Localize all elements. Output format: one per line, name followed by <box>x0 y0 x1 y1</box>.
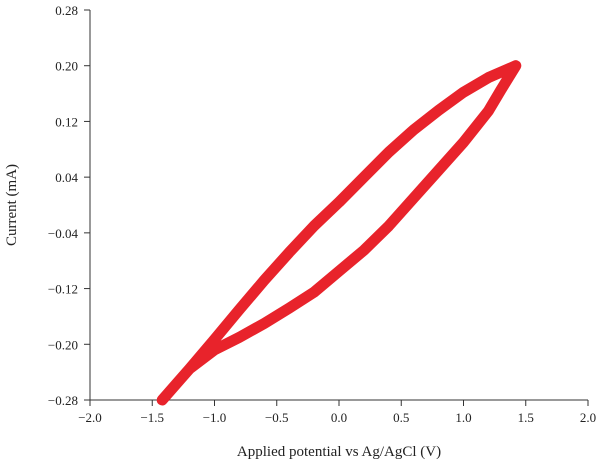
y-tick-label: −0.20 <box>48 337 78 352</box>
y-tick-label: 0.28 <box>55 3 78 18</box>
axes <box>84 9 589 406</box>
x-tick-label: −1.0 <box>203 410 227 425</box>
x-tick-label: −2.0 <box>78 410 102 425</box>
tick-labels: −2.0 −1.5 −1.0 −0.5 0.0 0.5 1.0 1.5 2.0 0.28 0.20 0… <box>48 3 596 425</box>
plot-area <box>156 60 522 406</box>
y-tick-label: 0.20 <box>55 59 78 74</box>
y-tick-label: −0.28 <box>48 393 78 408</box>
y-tick-label: 0.04 <box>55 170 78 185</box>
x-tick-label: 2.0 <box>580 410 596 425</box>
x-axis-label: Applied potential vs Ag/AgCl (V) <box>237 444 441 460</box>
x-tick-label: 0.5 <box>393 410 409 425</box>
x-tick-label: −0.5 <box>265 410 289 425</box>
x-tick-label: 1.5 <box>518 410 534 425</box>
x-tick-label: 1.0 <box>455 410 471 425</box>
y-tick-label: −0.04 <box>48 226 79 241</box>
y-tick-label: −0.12 <box>48 282 78 297</box>
cv-series-line <box>156 60 522 406</box>
x-tick-label: −1.5 <box>140 410 164 425</box>
x-tick-label: 0.0 <box>331 410 347 425</box>
y-tick-label: 0.12 <box>55 114 78 129</box>
y-axis-label: Current (mA) <box>4 164 20 246</box>
